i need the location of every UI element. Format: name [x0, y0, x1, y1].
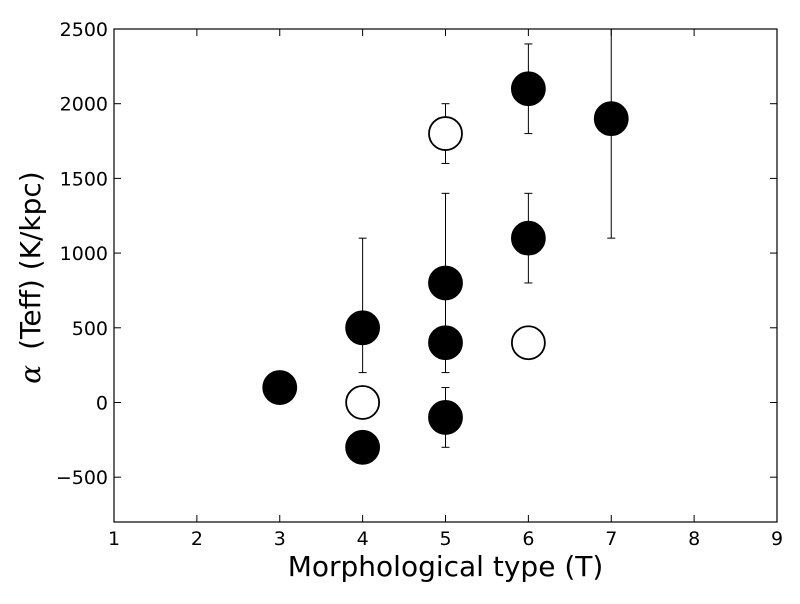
x-tick-label: 4	[357, 528, 369, 550]
y-tick-label: 0	[96, 392, 108, 414]
x-tick-label: 6	[522, 528, 534, 550]
x-tick-labels: 1 2 3 4 5 6 7 8 9	[108, 528, 783, 550]
y-axis-symbol: α	[14, 365, 47, 384]
x-tick-label: 2	[191, 528, 203, 550]
open-data-point	[345, 385, 381, 420]
y-tick-labels: −500 0 500 1000 1500 2000 2500	[56, 19, 108, 489]
data-points	[262, 71, 629, 465]
x-tick-label: 3	[274, 528, 286, 550]
y-tick-label: 2500	[60, 19, 108, 41]
x-tick-label: 7	[605, 528, 617, 550]
filled-data-point	[510, 71, 546, 107]
x-tick-label: 1	[108, 528, 120, 550]
y-tick-label: 2000	[60, 94, 108, 116]
tick-marks	[113, 28, 778, 522]
filled-data-point	[262, 370, 298, 405]
y-axis-text: (Teff) (K/kpc)	[14, 171, 47, 350]
x-axis-title: Morphological type (T)	[288, 550, 604, 583]
filled-data-point	[428, 265, 463, 301]
x-tick-label: 8	[688, 528, 700, 550]
filled-data-point	[428, 400, 463, 435]
x-tick-label: 5	[439, 528, 451, 550]
filled-data-point	[428, 325, 463, 361]
y-tick-label: 1000	[60, 243, 108, 265]
y-tick-label: 500	[72, 318, 108, 340]
filled-data-point	[345, 429, 381, 465]
y-tick-label: 1500	[60, 168, 108, 190]
open-data-point	[428, 116, 463, 151]
filled-data-point	[510, 220, 546, 256]
open-data-point	[510, 325, 546, 361]
y-tick-label: −500	[56, 467, 108, 489]
error-bars	[358, 28, 616, 448]
filled-data-point	[593, 101, 629, 137]
filled-data-point	[345, 310, 381, 346]
x-tick-label: 9	[771, 528, 783, 550]
y-axis-title: α (Teff) (K/kpc)	[14, 171, 47, 383]
